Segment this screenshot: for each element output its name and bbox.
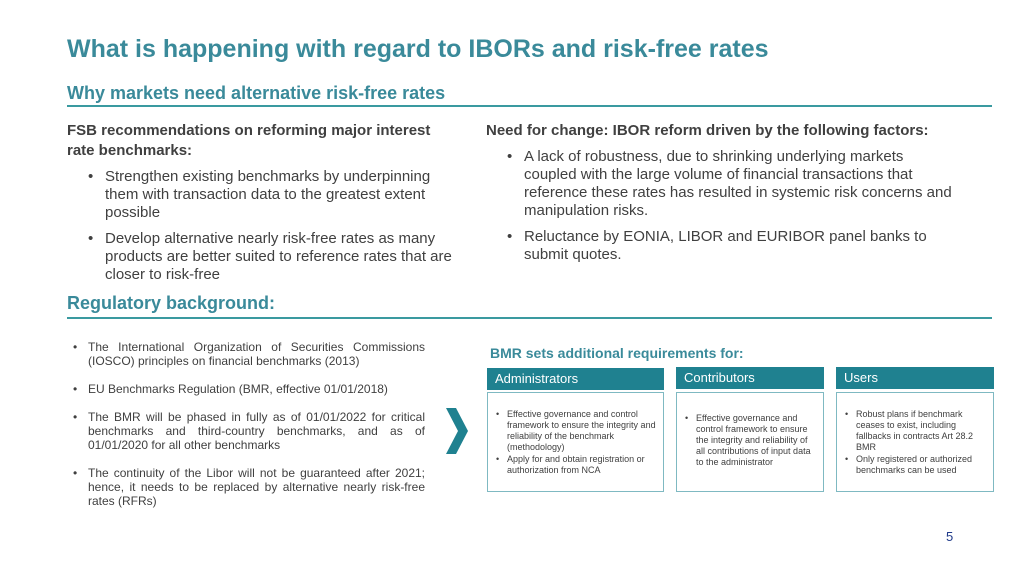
list-item: The continuity of the Libor will not be …	[67, 466, 425, 508]
administrators-box: Effective governance and control framewo…	[487, 392, 664, 492]
ibor-reform-column: Need for change: IBOR reform driven by t…	[486, 121, 956, 272]
section-heading-regulatory: Regulatory background:	[67, 293, 276, 313]
chevron-right-icon	[446, 408, 468, 454]
list-item: Reluctance by EONIA, LIBOR and EURIBOR p…	[486, 228, 956, 264]
fsb-bullet-list: Strengthen existing benchmarks by underp…	[67, 168, 462, 284]
list-item: Effective governance and control framewo…	[494, 409, 657, 453]
page-number: 5	[946, 529, 954, 544]
fsb-heading: FSB recommendations on reforming major i…	[67, 122, 431, 159]
list-item: Robust plans if benchmark ceases to exis…	[843, 409, 987, 453]
list-item: The BMR will be phased in fully as of 01…	[67, 410, 425, 452]
regulatory-bullet-list: The International Organization of Securi…	[67, 340, 425, 508]
list-item: Only registered or authorized benchmarks…	[843, 454, 987, 476]
list-item: Strengthen existing benchmarks by underp…	[67, 168, 462, 222]
section-divider	[67, 317, 992, 319]
administrators-box-header: Administrators	[487, 368, 664, 390]
administrators-bullet-list: Effective governance and control framewo…	[494, 409, 657, 476]
section-heading-why: Why markets need alternative risk-free r…	[67, 83, 446, 103]
list-item: A lack of robustness, due to shrinking u…	[486, 148, 956, 220]
page-title: What is happening with regard to IBORs a…	[67, 35, 769, 63]
list-item: EU Benchmarks Regulation (BMR, effective…	[67, 382, 425, 396]
ibor-reform-heading: Need for change: IBOR reform driven by t…	[486, 122, 929, 139]
contributors-box: Effective governance and control framewo…	[676, 392, 824, 492]
section-divider	[67, 105, 992, 107]
list-item: Effective governance and control framewo…	[683, 413, 817, 468]
list-item: Apply for and obtain registration or aut…	[494, 454, 657, 476]
contributors-bullet-list: Effective governance and control framewo…	[683, 413, 817, 468]
users-bullet-list: Robust plans if benchmark ceases to exis…	[843, 409, 987, 476]
regulatory-list-wrap: The International Organization of Securi…	[67, 340, 425, 522]
list-item: Develop alternative nearly risk-free rat…	[67, 230, 462, 284]
list-item: The International Organization of Securi…	[67, 340, 425, 368]
ibor-reform-bullet-list: A lack of robustness, due to shrinking u…	[486, 148, 956, 264]
users-box: Robust plans if benchmark ceases to exis…	[836, 392, 994, 492]
contributors-box-header: Contributors	[676, 367, 824, 389]
fsb-column: FSB recommendations on reforming major i…	[67, 121, 462, 292]
users-box-header: Users	[836, 367, 994, 389]
bmr-heading: BMR sets additional requirements for:	[490, 345, 744, 361]
